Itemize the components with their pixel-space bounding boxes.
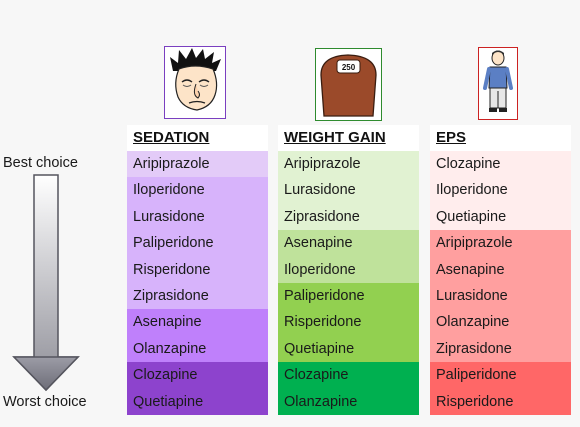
weight-gain-row: Olanzapine	[278, 388, 419, 415]
weight-gain-row: Ziprasidone	[278, 203, 419, 231]
sedation-row: Asenapine	[127, 309, 268, 336]
sedation-header: SEDATION	[127, 125, 268, 151]
eps-column: EPS Clozapine Iloperidone Quetiapine Ari…	[430, 125, 571, 415]
eps-row: Clozapine	[430, 151, 571, 178]
weight-gain-row: Risperidone	[278, 309, 419, 336]
eps-row: Aripiprazole	[430, 230, 571, 257]
eps-row: Risperidone	[430, 388, 571, 415]
eps-row: Ziprasidone	[430, 335, 571, 363]
sedation-column: SEDATION Aripiprazole Iloperidone Lurasi…	[127, 125, 268, 415]
weight-gain-row: Paliperidone	[278, 282, 419, 310]
eps-row: Asenapine	[430, 256, 571, 283]
sedation-row: Olanzapine	[127, 335, 268, 363]
eps-row: Quetiapine	[430, 203, 571, 231]
bathroom-scale-icon: 250	[315, 48, 382, 121]
down-arrow-icon	[12, 174, 80, 392]
eps-row: Olanzapine	[430, 309, 571, 336]
weight-gain-row: Iloperidone	[278, 256, 419, 283]
stiff-person-icon	[478, 47, 518, 120]
sedation-row: Clozapine	[127, 362, 268, 389]
sleepy-face-icon	[164, 46, 226, 119]
eps-row: Paliperidone	[430, 362, 571, 389]
weight-gain-column: WEIGHT GAIN Aripiprazole Lurasidone Zipr…	[278, 125, 419, 415]
weight-gain-row: Quetiapine	[278, 335, 419, 363]
weight-gain-row: Asenapine	[278, 230, 419, 257]
sedation-row: Lurasidone	[127, 203, 268, 231]
eps-row: Iloperidone	[430, 177, 571, 204]
sedation-row: Iloperidone	[127, 177, 268, 204]
weight-gain-row: Clozapine	[278, 362, 419, 389]
weight-gain-row: Lurasidone	[278, 177, 419, 204]
sedation-row: Paliperidone	[127, 230, 268, 257]
sedation-row: Aripiprazole	[127, 151, 268, 178]
weight-gain-row: Aripiprazole	[278, 151, 419, 178]
weight-gain-header: WEIGHT GAIN	[278, 125, 419, 151]
eps-header: EPS	[430, 125, 571, 151]
eps-row: Lurasidone	[430, 282, 571, 310]
sedation-row: Ziprasidone	[127, 282, 268, 310]
worst-choice-label: Worst choice	[3, 394, 87, 410]
scale-reading: 250	[342, 63, 356, 72]
sedation-row: Quetiapine	[127, 388, 268, 415]
sedation-row: Risperidone	[127, 256, 268, 283]
best-choice-label: Best choice	[3, 155, 78, 171]
